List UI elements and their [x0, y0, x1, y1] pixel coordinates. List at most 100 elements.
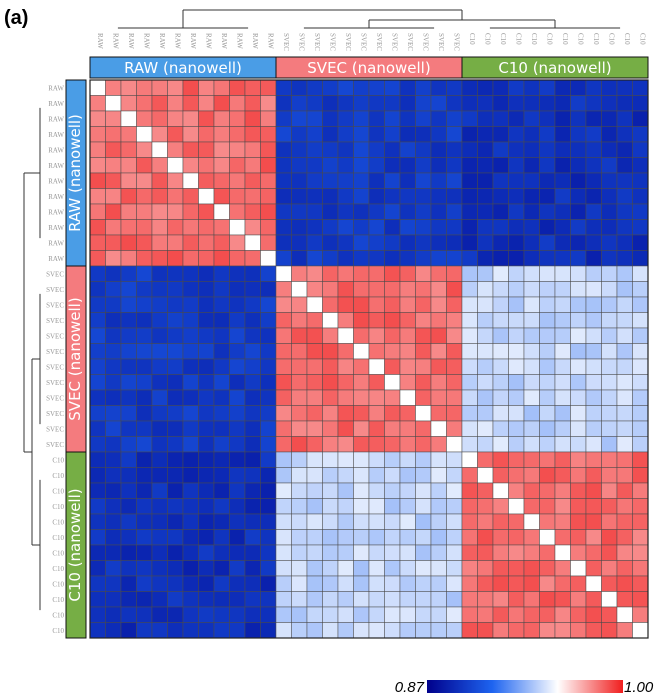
heatmap-cell — [89, 188, 106, 205]
heatmap-cell — [198, 420, 215, 437]
column-tick-label: C10 — [623, 33, 631, 45]
heatmap-cell — [306, 188, 323, 205]
heatmap-cell — [601, 389, 618, 406]
heatmap-cell — [601, 79, 618, 96]
heatmap-cell — [337, 265, 354, 282]
heatmap-cell — [291, 591, 308, 608]
heatmap-cell — [492, 157, 509, 174]
heatmap-cell — [136, 312, 153, 329]
heatmap-cell — [508, 498, 525, 515]
heatmap-cell — [399, 575, 416, 592]
heatmap-cell — [384, 544, 401, 561]
heatmap-cell — [89, 312, 106, 329]
heatmap-cell — [260, 467, 277, 484]
heatmap-cell — [213, 622, 230, 639]
heatmap-cell — [167, 234, 184, 251]
column-tick-label: RAW — [142, 33, 150, 49]
column-tick-label: RAW — [96, 33, 104, 49]
heatmap-cell — [105, 281, 122, 298]
heatmap-cell — [198, 234, 215, 251]
heatmap-cell — [151, 389, 168, 406]
heatmap-cell — [322, 312, 339, 329]
heatmap-cell — [399, 436, 416, 453]
heatmap-cell — [275, 157, 292, 174]
heatmap-cell — [461, 389, 478, 406]
heatmap-cell — [337, 219, 354, 236]
matrix-border — [89, 79, 649, 639]
heatmap-cell — [399, 451, 416, 468]
heatmap-cell — [229, 188, 246, 205]
heatmap-cell — [523, 188, 540, 205]
heatmap-cell — [585, 358, 602, 375]
heatmap-cell — [399, 482, 416, 499]
heatmap-cell — [415, 126, 432, 143]
heatmap-cell — [337, 451, 354, 468]
heatmap-cell — [415, 405, 432, 422]
heatmap-cell — [632, 110, 649, 127]
heatmap-cell — [322, 188, 339, 205]
heatmap-cell — [244, 95, 261, 112]
heatmap-cell — [554, 482, 571, 499]
heatmap-cell — [275, 560, 292, 577]
heatmap-cell — [570, 172, 587, 189]
heatmap-cell — [570, 513, 587, 530]
heatmap-cell — [306, 250, 323, 267]
heatmap-cell — [353, 560, 370, 577]
heatmap-cell — [508, 575, 525, 592]
heatmap-cell — [601, 622, 618, 639]
heatmap-cell — [384, 436, 401, 453]
heatmap-cell — [198, 95, 215, 112]
heatmap-cell — [461, 95, 478, 112]
heatmap-cell — [322, 482, 339, 499]
heatmap-cell — [120, 358, 137, 375]
heatmap-cell — [539, 265, 556, 282]
column-tick-label: SVEC — [375, 33, 383, 51]
heatmap-cell — [89, 234, 106, 251]
heatmap-cell — [461, 575, 478, 592]
heatmap-cell — [461, 203, 478, 220]
row-tick-label: RAW — [48, 193, 64, 201]
heatmap-cell — [337, 575, 354, 592]
heatmap-cell — [430, 141, 447, 158]
heatmap-cell — [213, 358, 230, 375]
heatmap-cell — [353, 591, 370, 608]
heatmap-cell — [570, 312, 587, 329]
heatmap-cell — [120, 560, 137, 577]
heatmap-cell — [167, 188, 184, 205]
heatmap-cell — [368, 358, 385, 375]
column-tick-label: RAW — [127, 33, 135, 49]
heatmap-cell — [353, 358, 370, 375]
heatmap-cell — [446, 358, 463, 375]
heatmap-cell — [616, 405, 633, 422]
heatmap-cell — [120, 250, 137, 267]
heatmap-cell — [167, 281, 184, 298]
heatmap-cell — [415, 529, 432, 546]
heatmap-cell — [337, 420, 354, 437]
heatmap-cell — [415, 281, 432, 298]
heatmap-cell — [461, 188, 478, 205]
heatmap-cell — [229, 575, 246, 592]
heatmap-cell — [182, 296, 199, 313]
heatmap-cell — [306, 544, 323, 561]
heatmap-cell — [198, 358, 215, 375]
heatmap-cell — [120, 141, 137, 158]
heatmap-cell — [523, 482, 540, 499]
heatmap-cell — [554, 622, 571, 639]
heatmap-cell — [601, 312, 618, 329]
heatmap-cell — [399, 498, 416, 515]
heatmap-cell — [136, 110, 153, 127]
heatmap-cell — [585, 451, 602, 468]
heatmap-cell — [554, 203, 571, 220]
heatmap-cell — [182, 513, 199, 530]
heatmap-cell — [554, 312, 571, 329]
heatmap-cell — [539, 126, 556, 143]
heatmap-cell — [151, 343, 168, 360]
heatmap-cell — [461, 436, 478, 453]
column-tick-label: SVEC — [359, 33, 367, 51]
heatmap-cell — [89, 157, 106, 174]
heatmap-cell — [337, 327, 354, 344]
heatmap-cell — [632, 513, 649, 530]
heatmap-cell — [120, 606, 137, 623]
heatmap-cell — [337, 234, 354, 251]
heatmap-cell — [275, 498, 292, 515]
